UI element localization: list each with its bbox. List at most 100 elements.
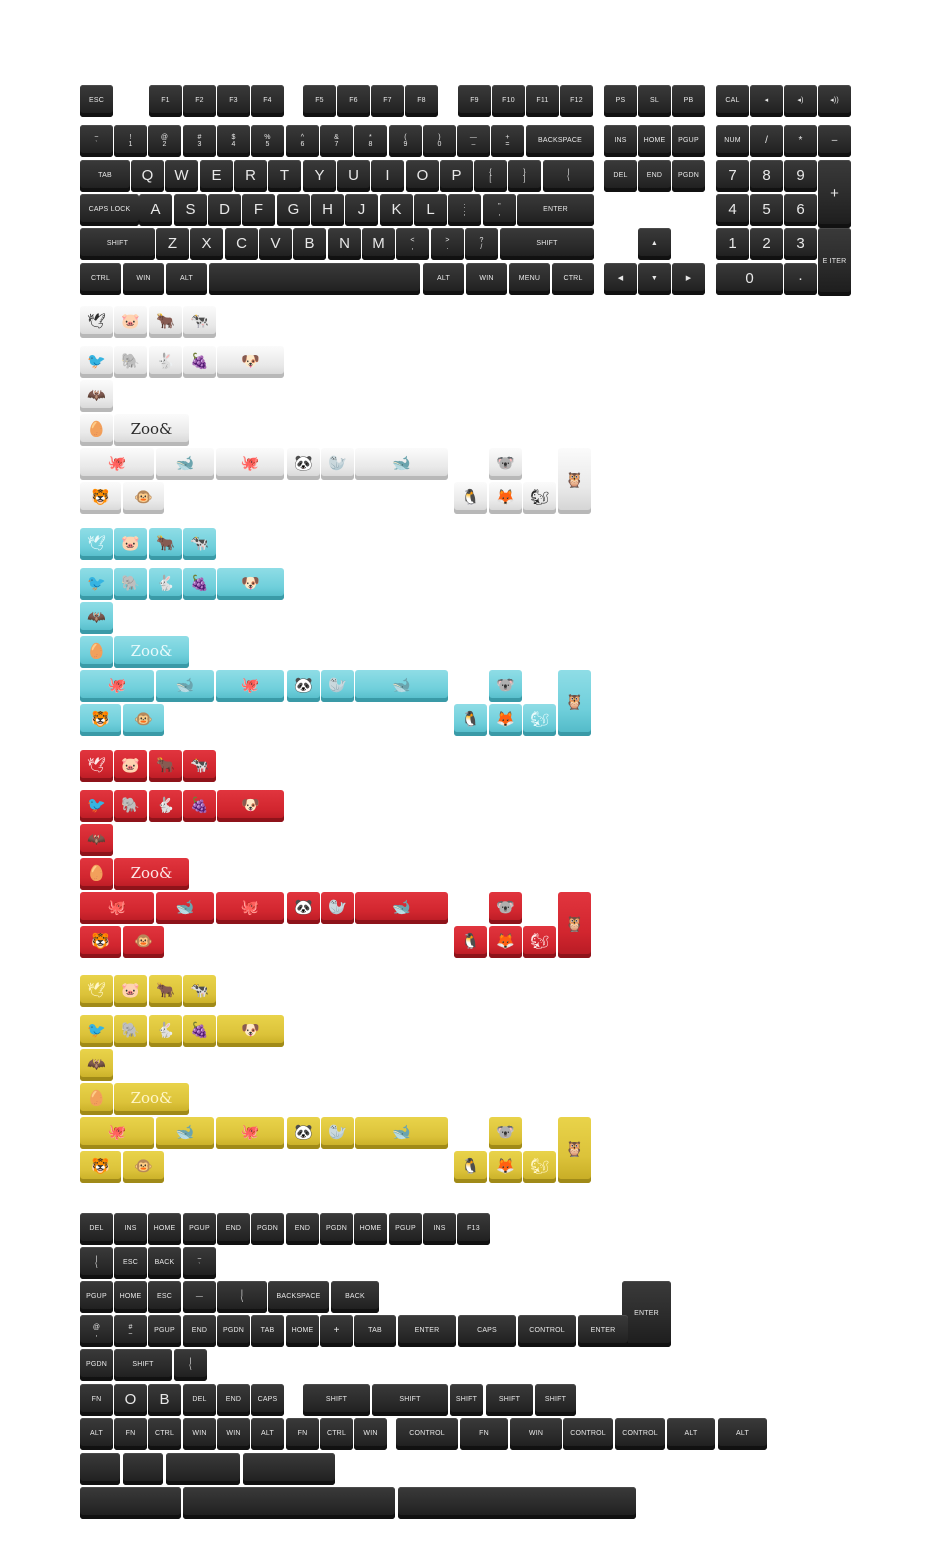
keycap-52: { [ <box>474 160 507 192</box>
red-key-14: 🐙 <box>216 892 284 924</box>
extra-key-15-label: ~ ` <box>197 1255 202 1270</box>
cyan-key-3: 🐄 <box>183 528 216 560</box>
extra-key-52: FN <box>114 1418 147 1450</box>
extra-key-41: O <box>114 1384 147 1416</box>
red-key-19: 🐯 <box>80 926 121 958</box>
white-key-15: 🐼 <box>287 448 320 480</box>
white-key-6: 🐇 <box>149 346 182 378</box>
cyan-key-24: 🦉 <box>558 670 591 736</box>
yellow-key-9-label: 🦇 <box>87 1056 106 1074</box>
extra-key-55-label: WIN <box>226 1430 241 1438</box>
white-key-3-label: 🐄 <box>190 313 209 331</box>
keycap-25-label: % 5 <box>264 133 271 148</box>
extra-key-26-label: PGUP <box>154 1327 175 1335</box>
red-key-9: 🦇 <box>80 824 113 856</box>
extra-key-73 <box>398 1487 636 1519</box>
keycap-21-label: ! 1 <box>128 133 133 148</box>
keycap-2: F2 <box>183 85 216 117</box>
extra-key-8: HOME <box>354 1213 387 1245</box>
white-key-5: 🐘 <box>114 346 147 378</box>
cyan-key-16: 🦭 <box>321 670 354 702</box>
extra-key-36: ENTER <box>578 1315 628 1347</box>
keycap-95: CTRL <box>80 263 121 295</box>
extra-key-39-label: | \ <box>189 1357 192 1372</box>
extra-key-27: END <box>183 1315 216 1347</box>
yellow-key-3-label: 🐄 <box>190 982 209 1000</box>
keycap-99-label: ALT <box>437 275 450 283</box>
extra-key-0: DEL <box>80 1213 113 1245</box>
keycap-82: V <box>259 228 292 260</box>
cyan-key-2-label: 🐂 <box>156 535 175 553</box>
extra-key-25: # ~ <box>114 1315 147 1347</box>
red-key-2: 🐂 <box>149 750 182 782</box>
keycap-14-label: SL <box>650 97 659 105</box>
keycap-88: ? / <box>465 228 498 260</box>
white-key-10: 🥚 <box>80 414 113 446</box>
extra-key-5-label: PGDN <box>256 1225 279 1233</box>
extra-key-16-label: PGUP <box>86 1293 107 1301</box>
extra-key-59: WIN <box>354 1418 387 1450</box>
cyan-key-11: Zoo& <box>114 636 189 668</box>
red-key-21: 🐧 <box>454 926 487 958</box>
keycap-11-label: F11 <box>536 97 549 105</box>
extra-key-57: FN <box>286 1418 319 1450</box>
keycap-12: F12 <box>560 85 593 117</box>
extra-key-41-label: O <box>124 1391 137 1409</box>
keycap-91: 1 <box>716 228 749 260</box>
yellow-key-19-label: 🐯 <box>91 1158 110 1176</box>
keycap-78: SHIFT <box>80 228 155 260</box>
keycap-99: ALT <box>423 263 464 295</box>
extra-key-31: + <box>320 1315 353 1347</box>
keycap-69: J <box>345 194 378 226</box>
keycap-89-label: SHIFT <box>536 240 558 248</box>
keycap-16: CAL <box>716 85 749 117</box>
white-key-18-label: 🐨 <box>496 455 515 473</box>
yellow-key-11: Zoo& <box>114 1083 189 1115</box>
yellow-key-6: 🐇 <box>149 1015 182 1047</box>
keycap-36-label: PGUP <box>678 137 699 145</box>
white-key-1: 🐷 <box>114 306 147 338</box>
extra-key-60: CONTROL <box>396 1418 458 1450</box>
white-key-4-label: 🐦 <box>87 353 106 371</box>
yellow-key-20-label: 🐵 <box>134 1158 153 1176</box>
extra-key-13: ESC <box>114 1247 147 1279</box>
white-key-11: Zoo& <box>114 414 189 446</box>
yellow-key-14-label: 🐙 <box>240 1124 260 1142</box>
yellow-key-13-label: 🐋 <box>175 1124 195 1142</box>
extra-key-23: ENTER <box>622 1281 671 1347</box>
keycap-5: F5 <box>303 85 336 117</box>
keycap-107: · <box>784 263 817 295</box>
keycap-64: S <box>174 194 207 226</box>
cyan-key-0-label: 🕊 <box>86 535 107 553</box>
keycap-49-label: I <box>385 167 390 185</box>
keycap-11: F11 <box>526 85 559 117</box>
keycap-65: D <box>208 194 241 226</box>
keycap-53: } ] <box>508 160 541 192</box>
yellow-key-1-label: 🐷 <box>121 982 140 1000</box>
white-key-17: 🐋 <box>355 448 448 480</box>
keycap-43-label: W <box>174 167 189 185</box>
yellow-key-5-label: 🐘 <box>121 1022 140 1040</box>
extra-key-9-label: PGUP <box>395 1225 416 1233</box>
keycap-49: I <box>371 160 404 192</box>
extra-key-30-label: HOME <box>291 1327 314 1335</box>
keycap-14: SL <box>638 85 671 117</box>
extra-key-13-label: ESC <box>123 1259 138 1267</box>
extra-key-42: B <box>148 1384 181 1416</box>
keycap-4-label: F4 <box>263 97 272 105</box>
extra-key-46-label: SHIFT <box>325 1396 348 1404</box>
yellow-key-23: 🐿 <box>523 1151 556 1183</box>
cyan-key-17-label: 🐋 <box>392 677 411 695</box>
white-key-20: 🐵 <box>123 482 164 514</box>
white-key-10-label: 🥚 <box>87 421 106 439</box>
keycap-20-label: ~ ` <box>94 133 99 148</box>
extra-key-20-label: | \ <box>240 1289 244 1304</box>
extra-key-44: END <box>217 1384 250 1416</box>
keycap-24-label: $ 4 <box>231 133 236 148</box>
extra-key-44-label: END <box>225 1396 242 1404</box>
cyan-key-1-label: 🐷 <box>121 535 140 553</box>
extra-key-12-label: | \ <box>95 1255 98 1270</box>
keycap-66-label: F <box>253 201 264 219</box>
white-key-14: 🐙 <box>216 448 284 480</box>
red-key-3: 🐄 <box>183 750 216 782</box>
